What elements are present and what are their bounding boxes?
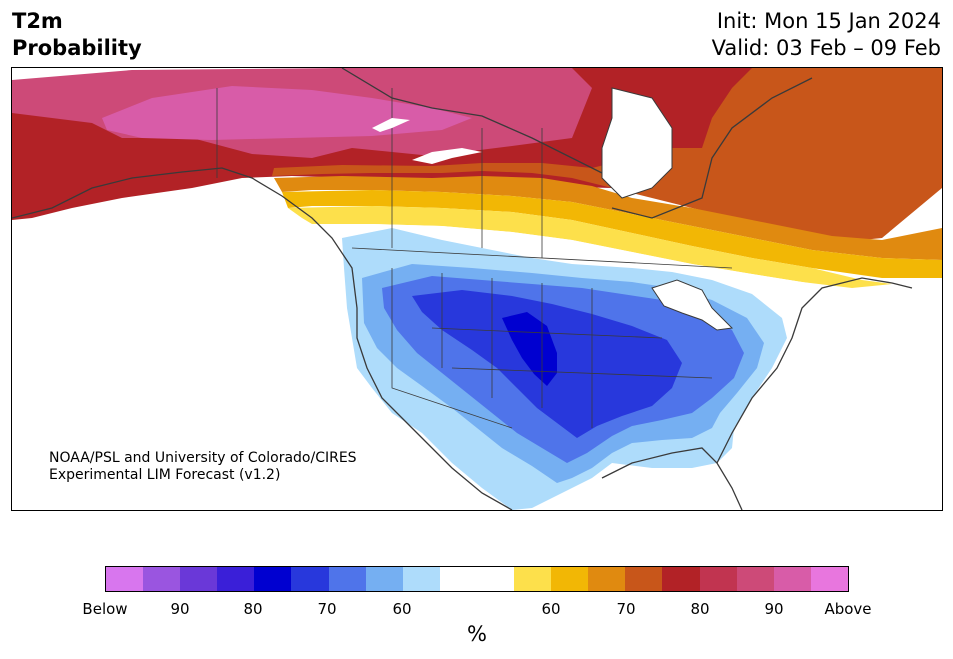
colorbar-segment [328, 567, 366, 591]
valid-range: Valid: 03 Feb – 09 Feb [711, 36, 941, 60]
region-below-core [502, 312, 557, 386]
colorbar-tick-label: 80 [243, 600, 263, 618]
colorbar-tick-label: 60 [541, 600, 561, 618]
region-above-yellow [282, 190, 942, 278]
colorbar-segment [662, 567, 700, 591]
colorbar-unit: % [467, 622, 487, 646]
colorbar-tick-label: 80 [690, 600, 710, 618]
colorbar-segment [106, 567, 144, 591]
colorbar-segment [439, 567, 477, 591]
colorbar-segment [365, 567, 403, 591]
title-line-1: T2m [12, 9, 63, 33]
region-above-light [288, 206, 892, 288]
colorbar-segment [588, 567, 626, 591]
colorbar-tick-label: Above [824, 600, 872, 618]
colorbar-segment [736, 567, 774, 591]
great-slave-lake [372, 118, 410, 132]
colorbar-segment [810, 567, 848, 591]
colorbar-segment [625, 567, 663, 591]
colorbar-tick-label: 70 [317, 600, 337, 618]
colorbar-segment [254, 567, 292, 591]
colorbar-segment [699, 567, 737, 591]
title-line-2: Probability [12, 36, 142, 60]
colorbar-segment [773, 567, 811, 591]
map-canvas [12, 68, 942, 510]
colorbar-tick-label: Below [82, 600, 128, 618]
colorbar-segment [217, 567, 255, 591]
colorbar-tick-label: 70 [616, 600, 636, 618]
great-lakes [651, 279, 734, 331]
colorbar-segment [402, 567, 440, 591]
region-above-amber [274, 176, 942, 260]
colorbar-segment [143, 567, 181, 591]
hudson-bay [601, 87, 673, 199]
colorbar-segment [476, 567, 515, 591]
colorbar-segment [291, 567, 329, 591]
political-borders [216, 88, 733, 429]
colorbar-tick-label: 90 [764, 600, 784, 618]
data-credit: NOAA/PSL and University of Colorado/CIRE… [49, 450, 357, 484]
credit-line-1: NOAA/PSL and University of Colorado/CIRE… [49, 450, 357, 466]
colorbar-segment [180, 567, 218, 591]
colorbar-segment [514, 567, 552, 591]
colorbar-segment [551, 567, 589, 591]
init-date: Init: Mon 15 Jan 2024 [716, 9, 941, 33]
great-bear-lake [412, 148, 482, 164]
region-above-orange-east [272, 68, 942, 243]
colorbar-tick-label: 60 [392, 600, 412, 618]
colorbar-tick-label: 90 [170, 600, 190, 618]
region-above-orange-northeast [612, 68, 752, 148]
forecast-dates: Init: Mon 15 Jan 2024 Valid: 03 Feb – 09… [712, 8, 941, 62]
map-title: T2m Probability [12, 8, 142, 62]
probability-colorbar [105, 566, 849, 592]
probability-map [11, 67, 943, 511]
credit-line-2: Experimental LIM Forecast (v1.2) [49, 467, 281, 483]
